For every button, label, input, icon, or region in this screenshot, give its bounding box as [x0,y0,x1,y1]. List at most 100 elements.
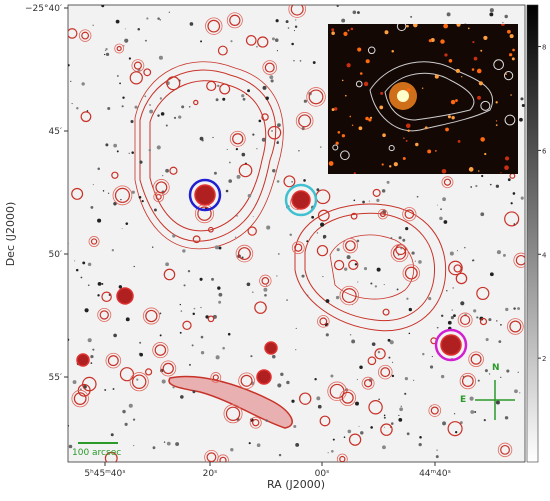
source-contour [217,45,228,56]
star [410,15,413,18]
source-contour [380,367,391,378]
star [212,136,214,139]
star [453,413,456,415]
star [479,316,484,321]
star [436,326,439,329]
inset-star [353,172,356,174]
star [354,263,358,266]
source-contour [264,62,275,73]
star [87,284,90,287]
star [178,115,182,119]
star [68,338,70,341]
star [343,436,346,439]
source-contour [152,342,169,359]
star [383,284,385,286]
inset-star [500,172,502,174]
star [256,443,261,448]
source-contour [154,344,167,356]
star [404,377,409,381]
source-contour [131,374,147,389]
source-contour [443,178,452,186]
star [163,441,166,443]
star [90,355,94,359]
y-tick-label: −25°40′ [25,4,62,14]
star [258,119,262,123]
star [133,444,135,447]
star [299,59,302,62]
star [278,453,282,457]
star [270,79,274,83]
star [191,344,194,347]
star [504,416,509,420]
star [117,75,119,77]
inset-star [365,59,370,64]
star [311,215,315,219]
star [101,5,105,8]
star [459,421,463,425]
bright-source [440,334,462,356]
source-contour [238,163,253,178]
x-tick-label: 5ʰ45ᵐ40ˢ [84,469,125,479]
inset-star [379,105,384,110]
star [476,316,479,319]
star [295,348,297,351]
inset-contour [388,145,395,152]
colorbar-tick-label: 4 [542,251,547,259]
contour [304,212,436,322]
star [230,40,233,43]
star [489,183,492,186]
source-contour [71,187,84,200]
source-contour [240,374,253,387]
star [252,133,255,136]
star [295,327,297,329]
star [215,98,219,102]
star [256,148,258,150]
source-contour [368,400,383,415]
star [398,418,403,422]
inset-star [369,116,373,119]
source-contour [339,455,346,462]
star [295,442,300,447]
star [125,317,130,322]
y-tick-label: 55′ [49,373,63,383]
source-contour [68,28,78,39]
star [179,331,182,334]
source-contour [192,235,201,244]
contour [294,203,447,332]
star [87,338,92,343]
star [435,455,439,459]
star [180,395,184,399]
inset-star [413,24,418,28]
star [225,189,229,193]
bright-source [291,190,311,210]
inset-contour [384,72,475,121]
inset-star [509,34,514,39]
inset-star [504,156,510,161]
source-contour [339,285,359,306]
source-contour [114,187,131,203]
star [161,174,164,177]
source-contour [257,36,269,48]
star [234,236,237,238]
star [199,277,203,281]
source-contour [513,252,525,268]
inset-star [483,35,488,41]
star [217,84,220,88]
inset-star [406,24,409,28]
star [101,282,104,285]
star [229,161,231,164]
source-contour [504,211,520,227]
inset-star [471,68,475,71]
star [406,297,409,300]
star [289,233,292,236]
star [520,97,524,101]
star [346,255,351,260]
y-tick-label: 45′ [49,127,63,137]
bright-source [116,287,134,305]
star [330,374,334,378]
star [359,365,363,369]
star [165,168,169,173]
inset-star [477,95,482,100]
star [97,294,100,297]
star [227,332,231,336]
